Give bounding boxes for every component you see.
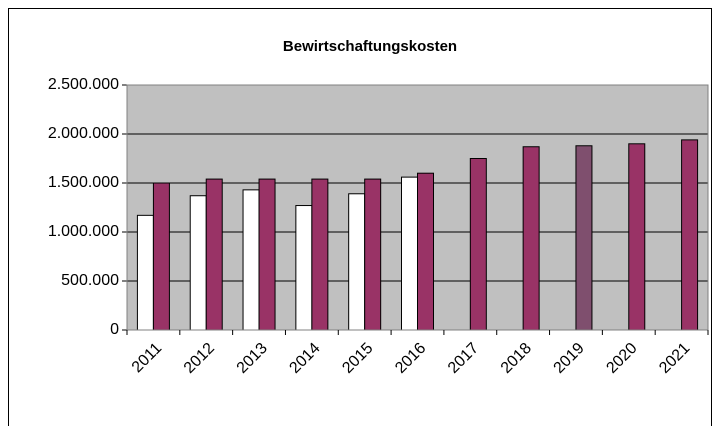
bar xyxy=(401,176,418,331)
y-tick-label: 2.000.000 xyxy=(48,125,119,142)
plot-border xyxy=(126,84,709,331)
chart-title: Bewirtschaftungskosten xyxy=(283,38,457,55)
bar xyxy=(364,178,382,331)
y-tick-label: 1.500.000 xyxy=(48,174,119,191)
bar xyxy=(417,172,434,331)
y-tick-label: 0 xyxy=(110,321,119,338)
bar xyxy=(469,158,487,331)
y-tick-label: 2.500.000 xyxy=(48,76,119,93)
bar xyxy=(628,143,646,331)
y-tick-label: 500.000 xyxy=(61,272,119,289)
bar xyxy=(242,189,260,331)
y-tick-label: 1.000.000 xyxy=(48,223,119,240)
bar xyxy=(189,195,207,331)
bar xyxy=(152,182,170,331)
bar xyxy=(258,178,276,331)
bar xyxy=(136,214,154,331)
bar xyxy=(311,178,329,331)
bar xyxy=(348,193,366,331)
bar xyxy=(575,145,593,331)
bar xyxy=(295,205,313,331)
bar xyxy=(522,146,540,331)
bar xyxy=(681,139,699,331)
bar xyxy=(205,178,223,331)
